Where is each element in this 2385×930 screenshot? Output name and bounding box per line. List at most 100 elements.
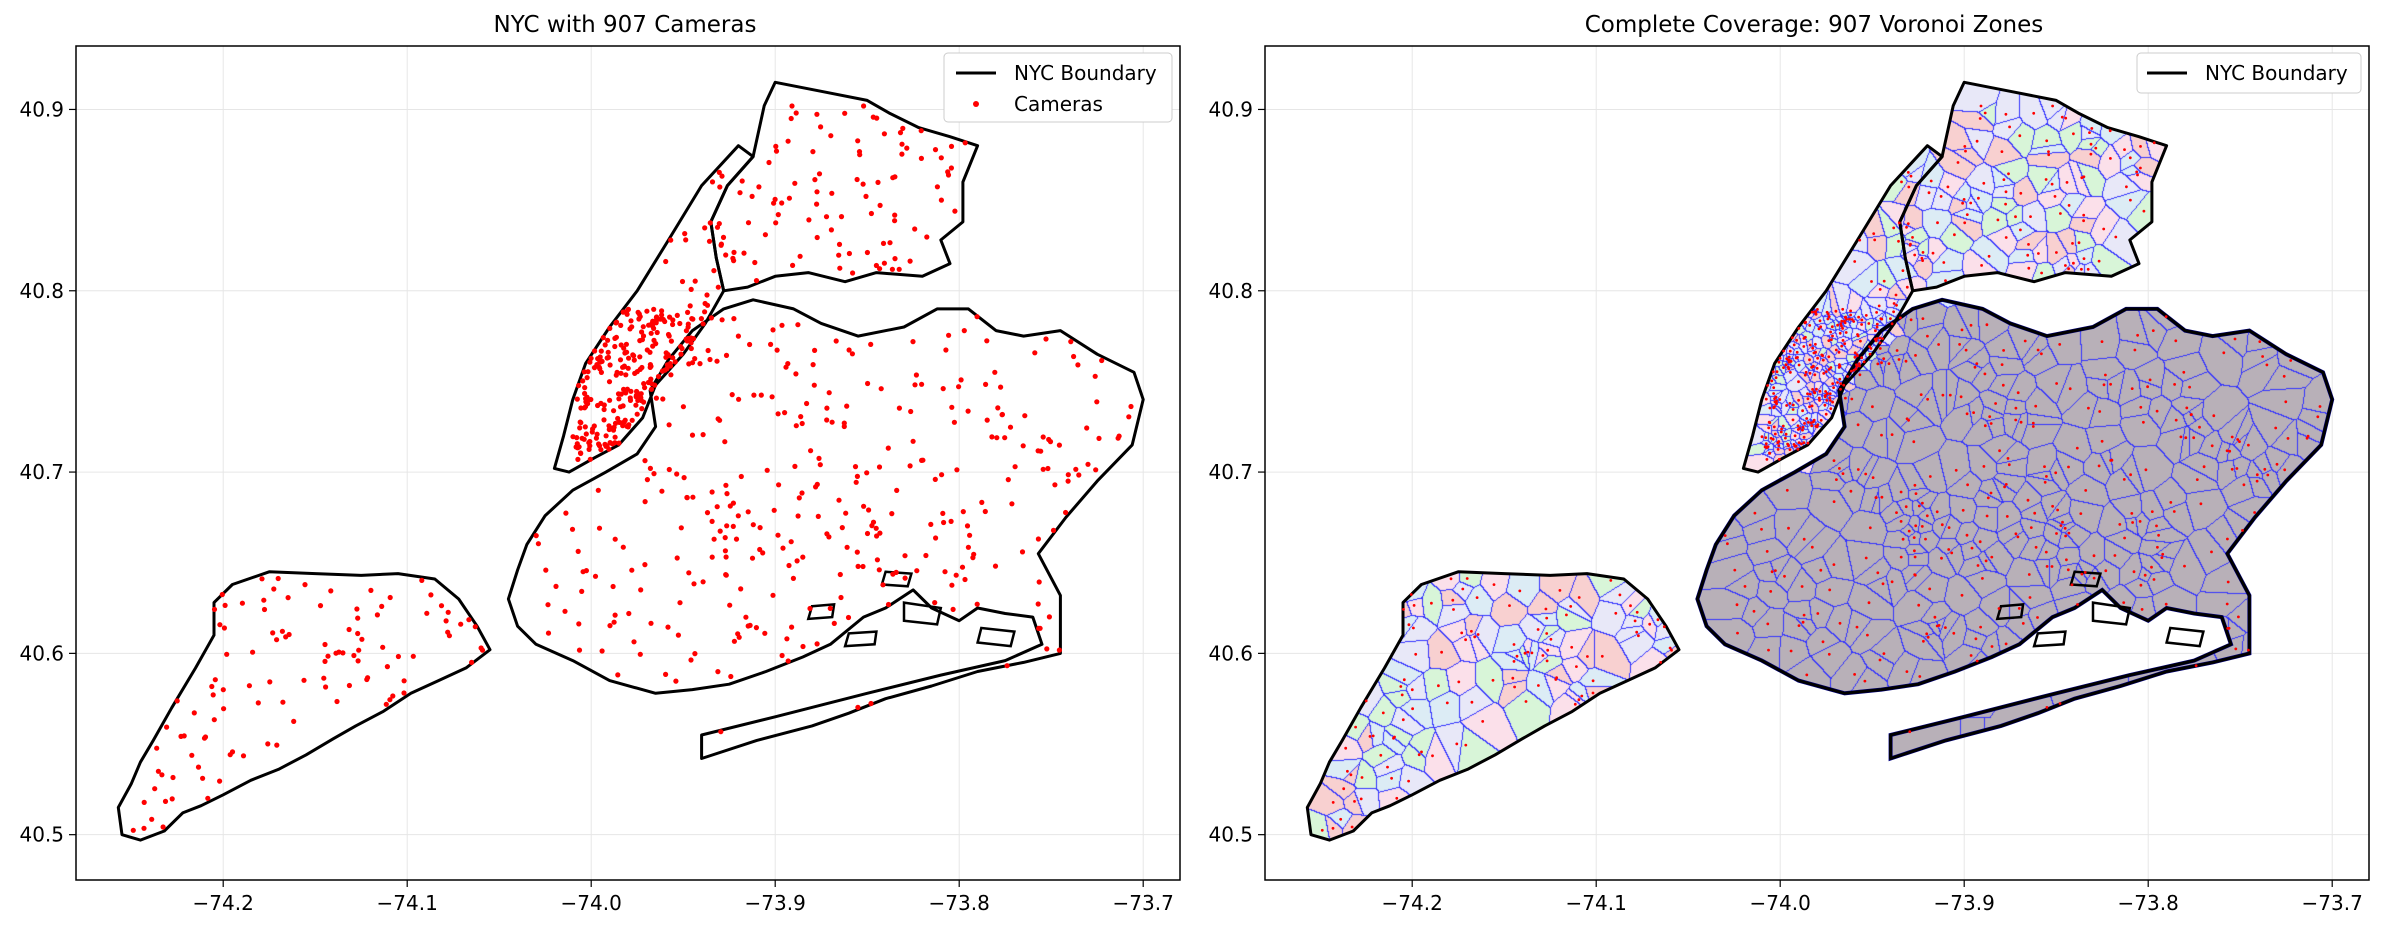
camera-marker [1925, 632, 1929, 636]
camera-marker [2089, 152, 2093, 156]
camera-marker [2008, 125, 2011, 129]
camera-marker [779, 652, 785, 659]
camera-marker [261, 606, 268, 613]
camera-marker [1461, 587, 1465, 591]
camera-marker [622, 389, 628, 395]
camera-marker [2286, 437, 2290, 440]
camera-marker [618, 342, 624, 348]
camera-marker [1914, 354, 1917, 357]
camera-marker [1895, 349, 1899, 352]
camera-marker [1944, 626, 1947, 629]
camera-marker [1827, 652, 1831, 656]
camera-marker [618, 391, 624, 397]
camera-marker [965, 544, 972, 550]
camera-marker [745, 509, 751, 515]
camera-marker [1827, 355, 1831, 359]
camera-marker [1371, 734, 1375, 738]
camera-marker [1036, 625, 1042, 632]
camera-marker [1912, 536, 1916, 539]
camera-marker [1009, 501, 1015, 507]
camera-marker [677, 320, 683, 327]
camera-marker [1921, 251, 1925, 254]
camera-marker [623, 341, 630, 347]
camera-marker [857, 152, 863, 158]
camera-marker [1899, 490, 1903, 494]
camera-marker [1849, 309, 1852, 313]
camera-marker [793, 371, 799, 377]
camera-marker [1782, 366, 1785, 369]
island-boundary [880, 570, 914, 588]
camera-marker [1575, 665, 1578, 668]
camera-marker [355, 658, 361, 664]
camera-marker [1035, 448, 1041, 454]
camera-marker [1870, 280, 1873, 283]
camera-marker [995, 405, 1001, 411]
camera-marker [195, 764, 202, 770]
camera-marker [211, 606, 218, 613]
camera-marker [1822, 372, 1826, 375]
camera-marker [1966, 483, 1969, 487]
camera-marker [595, 487, 601, 493]
camera-marker [1821, 358, 1825, 362]
camera-marker [2289, 359, 2293, 362]
camera-marker [606, 423, 612, 429]
camera-marker [1868, 526, 1872, 530]
legend-marker-swatch [973, 101, 979, 107]
camera-marker [2316, 415, 2320, 419]
camera-marker [2055, 251, 2058, 254]
camera-marker [1569, 605, 1573, 608]
camera-marker [2016, 391, 2020, 395]
y-tick-label: 40.6 [1208, 641, 1253, 665]
camera-marker [685, 321, 691, 327]
camera-marker [1856, 333, 1859, 336]
camera-marker [1878, 658, 1882, 662]
camera-marker [788, 539, 794, 545]
camera-marker [1346, 769, 1349, 773]
camera-marker [1831, 382, 1835, 385]
camera-marker [592, 348, 598, 354]
camera-marker [224, 651, 230, 657]
camera-marker [2084, 489, 2088, 492]
camera-marker [620, 309, 626, 315]
camera-marker [616, 396, 622, 402]
camera-marker [2006, 457, 2010, 460]
legend-label-boundary: NYC Boundary [1014, 61, 1157, 85]
camera-marker [653, 395, 660, 401]
camera-marker [940, 510, 946, 516]
camera-marker [569, 526, 576, 532]
camera-marker [1808, 358, 1811, 362]
camera-marker [1843, 319, 1846, 323]
camera-marker [1797, 624, 1801, 627]
camera-marker [1856, 468, 1860, 471]
camera-marker [2082, 219, 2086, 223]
camera-marker [843, 510, 849, 516]
camera-marker [1050, 527, 1057, 534]
camera-marker [845, 614, 852, 621]
camera-marker [602, 342, 608, 348]
camera-marker [401, 678, 407, 684]
camera-marker [799, 420, 805, 427]
camera-marker [964, 523, 971, 529]
camera-marker [789, 624, 795, 630]
camera-marker [829, 419, 835, 425]
camera-marker [1828, 396, 1832, 399]
camera-marker [1530, 651, 1534, 655]
camera-marker [2063, 526, 2067, 530]
camera-marker [1787, 526, 1790, 530]
camera-marker [1964, 348, 1968, 352]
camera-marker [1808, 392, 1812, 396]
y-axis-ticks: 40.5 40.6 40.7 40.8 40.9 [19, 97, 76, 847]
camera-marker [790, 575, 797, 582]
camera-marker [790, 262, 796, 268]
camera-marker [1618, 593, 1622, 597]
camera-marker [2045, 565, 2049, 568]
camera-marker [1920, 525, 1924, 528]
camera-marker [660, 316, 666, 323]
camera-marker [2064, 534, 2068, 538]
camera-marker [1908, 730, 1912, 734]
camera-marker [756, 184, 762, 190]
camera-marker [685, 309, 691, 315]
camera-marker [1635, 630, 1639, 634]
camera-marker [709, 554, 715, 560]
camera-marker [1846, 375, 1849, 378]
